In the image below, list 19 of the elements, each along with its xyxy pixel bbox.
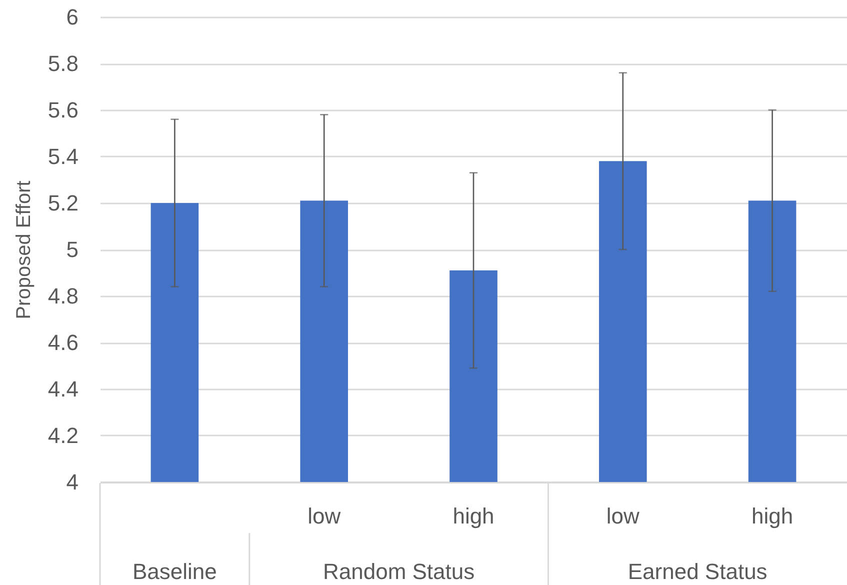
y-tick-label: 5.2 <box>48 190 78 216</box>
y-tick-label: 5 <box>66 237 78 262</box>
y-tick-label: 5.8 <box>48 51 78 76</box>
y-tick-label: 4.6 <box>48 330 78 355</box>
y-tick-label: 6 <box>66 4 78 30</box>
y-tick-label: 5.4 <box>48 144 78 169</box>
x-tick-label: low <box>606 504 640 528</box>
x-tick-label: high <box>752 504 794 528</box>
y-tick-label: 4 <box>66 470 78 494</box>
y-tick-label: 4.8 <box>48 284 78 308</box>
text: Earned Status <box>628 559 768 584</box>
text: Random Status <box>322 559 475 584</box>
y-tick-label: 4.2 <box>48 423 78 448</box>
text: Baseline <box>132 559 217 584</box>
y-tick-label: 5.6 <box>48 98 78 122</box>
x-tick-label: high <box>452 504 494 528</box>
y-axis-title: Proposed Effort <box>12 180 35 320</box>
x-tick-label: low <box>308 504 341 528</box>
y-tick-label: 4.4 <box>48 376 78 402</box>
